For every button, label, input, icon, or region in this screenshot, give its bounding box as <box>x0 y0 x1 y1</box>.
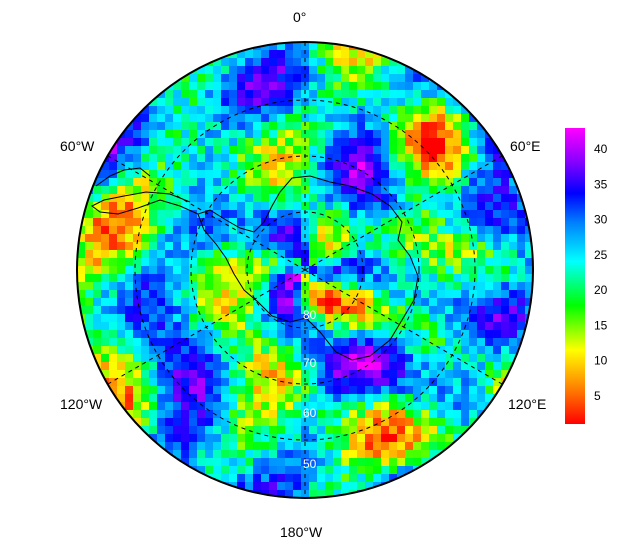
colorbar: 5 10 15 20 25 30 35 40 <box>565 128 608 424</box>
colorbar-tick-label: 30 <box>594 213 608 227</box>
colorbar-tick-label: 35 <box>594 177 608 191</box>
south-america-tip <box>95 167 151 187</box>
lon-label-180w: 180°W <box>280 524 323 540</box>
colorbar-tick-label: 40 <box>594 142 608 156</box>
colorbar-tick-label: 20 <box>594 283 608 297</box>
colorbar-tick-label: 15 <box>594 318 608 332</box>
colorbar-tick-label: 25 <box>594 248 608 262</box>
lat-label-70: 70 <box>303 356 317 370</box>
lat-label-80: 80 <box>303 308 317 322</box>
colorbar-gradient <box>565 128 585 424</box>
lon-label-60w: 60°W <box>60 138 95 154</box>
graticule <box>107 42 503 498</box>
peninsula-coastline <box>91 191 199 215</box>
lon-label-120e: 120°E <box>508 396 546 412</box>
colorbar-tick-label: 5 <box>594 389 601 403</box>
colorbar-tick-label: 10 <box>594 354 608 368</box>
lon-label-120w: 120°W <box>60 396 103 412</box>
lon-label-60e: 60°E <box>510 138 541 154</box>
map-border <box>76 41 534 499</box>
lon-label-0: 0° <box>293 9 306 25</box>
lat-label-60: 60 <box>303 406 317 420</box>
lat-label-50: 50 <box>303 457 317 471</box>
